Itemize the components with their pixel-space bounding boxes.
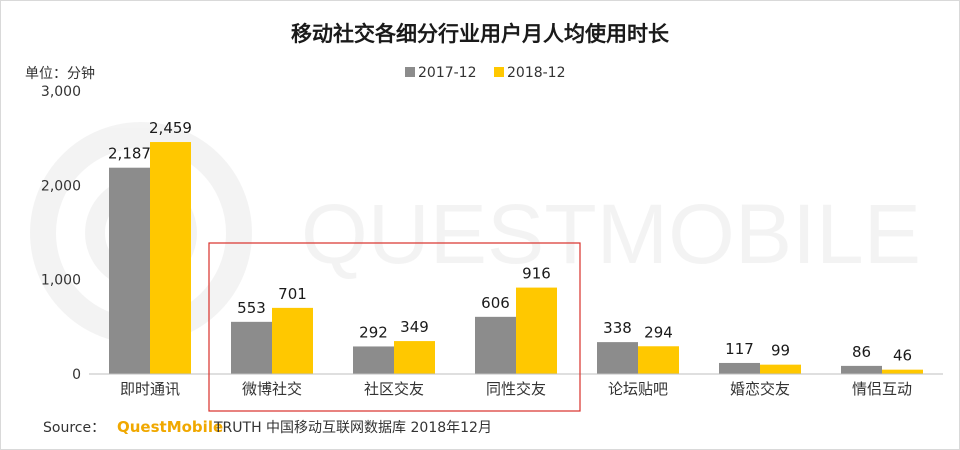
y-tick-label: 3,000: [41, 84, 81, 100]
x-axis: 即时通讯 微博社交 社区交友 同性交友 论坛贴吧 婚恋交友 情侣互动: [89, 373, 943, 398]
category-label: 社区交友: [364, 380, 424, 398]
data-label: 294: [644, 323, 673, 341]
source-label: Source：: [43, 420, 105, 436]
y-tick-label: 0: [72, 367, 81, 383]
category-label: 婚恋交友: [730, 380, 790, 398]
data-label: 349: [400, 318, 429, 336]
bar-2017-12-同性交友: [475, 316, 516, 374]
data-label: 606: [481, 294, 510, 312]
source-text: TRUTH 中国移动互联网数据库 2018年12月: [213, 420, 492, 436]
bar-2017-12-即时通讯: [109, 167, 150, 374]
data-label: 86: [852, 343, 871, 361]
category-label: 情侣互动: [852, 380, 912, 398]
category-label: 微博社交: [242, 380, 302, 398]
data-label: 2,187: [108, 145, 151, 163]
category-label: 同性交友: [486, 380, 546, 398]
data-label: 701: [278, 285, 307, 303]
highlight-rect: [208, 242, 581, 412]
category-label: 即时通讯: [120, 380, 180, 398]
bar-2018-12-即时通讯: [150, 142, 191, 374]
legend-label: 2017-12: [418, 65, 477, 81]
chart-title: 移动社交各细分行业用户月人均使用时长: [291, 22, 670, 46]
bar-2017-12-婚恋交友: [719, 362, 760, 374]
source-line: Source： QuestMobile TRUTH 中国移动互联网数据库 201…: [43, 418, 492, 436]
bar-2018-12-情侣互动: [882, 369, 923, 374]
watermark-text: QUESTMOBILE: [301, 187, 921, 281]
bar-2018-12-论坛贴吧: [638, 346, 679, 374]
bar-2017-12-社区交友: [353, 346, 394, 374]
y-tick-label: 2,000: [41, 178, 81, 194]
highlight-box: [208, 242, 581, 412]
data-label: 553: [237, 299, 266, 317]
bar-2018-12-微博社交: [272, 307, 313, 374]
bar-2017-12-情侣互动: [841, 365, 882, 374]
unit-label: 单位：分钟: [25, 65, 95, 82]
data-label: 117: [725, 340, 754, 358]
data-label: 2,459: [149, 119, 192, 137]
data-label: 99: [771, 342, 790, 360]
legend-label: 2018-12: [507, 65, 566, 81]
bar-2018-12-同性交友: [516, 287, 557, 374]
legend: 2017-12 2018-12: [405, 65, 566, 81]
y-axis: 0 1,000 2,000 3,000: [41, 84, 81, 383]
data-label: 46: [893, 347, 912, 365]
bar-2018-12-社区交友: [394, 341, 435, 374]
y-tick-label: 1,000: [41, 273, 81, 289]
bar-2017-12-论坛贴吧: [597, 342, 638, 374]
bars: 2,187 2,459 553 701 292 349 606 916 338 294 117 99 8…: [108, 119, 923, 374]
data-label: 916: [522, 265, 551, 283]
data-label: 338: [603, 319, 632, 337]
bar-2018-12-婚恋交友: [760, 364, 801, 374]
category-label: 论坛贴吧: [608, 380, 668, 398]
source-brand: QuestMobile: [117, 418, 223, 436]
legend-swatch: [405, 67, 415, 77]
bar-2017-12-微博社交: [231, 321, 272, 374]
data-label: 292: [359, 323, 388, 341]
legend-swatch: [494, 67, 504, 77]
